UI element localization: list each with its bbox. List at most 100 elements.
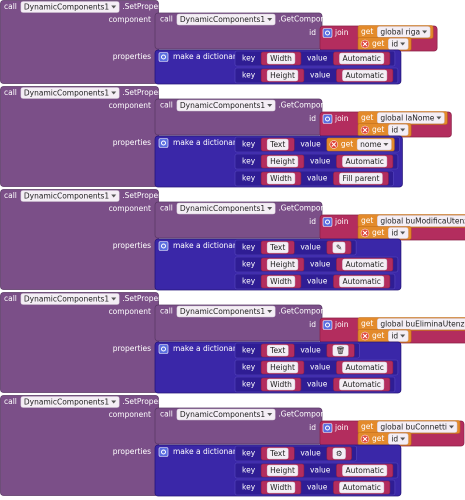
variable-name-box[interactable] — [388, 330, 409, 342]
dropdown-arrow[interactable] — [267, 413, 273, 416]
component-name-box[interactable] — [20, 190, 120, 202]
dropdown-arrow[interactable] — [111, 400, 117, 404]
variable-name-box[interactable] — [377, 318, 465, 330]
key-label: key — [242, 260, 256, 269]
mutator-icon[interactable] — [322, 320, 333, 330]
mutator-gear[interactable] — [325, 30, 330, 36]
value-text-box — [339, 52, 385, 65]
value-label: value — [307, 380, 328, 389]
mutator-icon[interactable] — [158, 138, 169, 148]
component-name: DynamicComponents1 — [180, 307, 266, 316]
variable-name-box[interactable] — [388, 124, 409, 136]
dropdown-arrow[interactable] — [111, 91, 117, 95]
dropdown-arrow[interactable] — [111, 194, 117, 198]
join-label: join — [334, 28, 349, 37]
mutator-icon[interactable] — [322, 423, 333, 433]
dropdown-arrow[interactable] — [267, 207, 273, 210]
variable-name-box[interactable] — [377, 112, 445, 124]
value-label: value — [307, 174, 328, 183]
join-label: join — [334, 114, 349, 123]
component-name-box[interactable] — [176, 99, 276, 112]
variable-name-box[interactable] — [388, 433, 409, 445]
value-text: Automatic — [345, 71, 383, 80]
value-label: value — [310, 71, 331, 80]
variable-name-box[interactable] — [356, 138, 392, 151]
mutator-gear[interactable] — [161, 346, 166, 352]
dropdown-arrow[interactable] — [267, 18, 273, 21]
dropdown-arrow[interactable] — [267, 104, 273, 107]
component-name-box[interactable] — [176, 408, 276, 421]
mutator-gear[interactable] — [325, 116, 330, 122]
component-name-box[interactable] — [176, 305, 276, 318]
error-cross — [331, 142, 337, 147]
variable-name: id — [391, 40, 398, 49]
mutator-gear[interactable] — [325, 425, 330, 431]
mutator-icon[interactable] — [158, 241, 169, 251]
dropdown-arrow[interactable] — [111, 297, 117, 301]
variable-name: global buEliminaUtenza — [380, 320, 465, 329]
key-text-box — [266, 138, 289, 151]
variable-name-box[interactable] — [388, 38, 409, 50]
socket-label: id — [309, 114, 316, 123]
socket-label: component — [109, 204, 151, 213]
call-label: call — [4, 191, 17, 200]
get-label: get — [361, 422, 373, 431]
value-text-box — [339, 378, 385, 391]
component-name-box[interactable] — [20, 1, 120, 13]
mutator-gear[interactable] — [161, 449, 166, 455]
component-name-box[interactable] — [20, 396, 120, 408]
key-text-box — [266, 172, 296, 185]
variable-name-box[interactable] — [388, 227, 409, 239]
dropdown-arrow[interactable] — [422, 30, 428, 34]
mutator-gear[interactable] — [161, 54, 166, 60]
dropdown-arrow[interactable] — [383, 143, 389, 146]
method-label: .SetProperties — [122, 397, 175, 406]
variable-name-box[interactable] — [377, 215, 465, 227]
key-text: Text — [269, 140, 285, 149]
dropdown-arrow[interactable] — [400, 437, 406, 441]
component-name-box[interactable] — [20, 293, 120, 305]
value-text: Automatic — [342, 483, 380, 492]
mutator-gear[interactable] — [325, 322, 330, 328]
dropdown-arrow[interactable] — [400, 334, 406, 338]
component-name-box[interactable] — [20, 87, 120, 99]
dropdown-arrow[interactable] — [267, 310, 273, 313]
dropdown-arrow[interactable] — [111, 5, 117, 9]
key-label: key — [242, 243, 256, 252]
key-label: key — [242, 157, 256, 166]
call-label: call — [4, 2, 17, 11]
call-label: call — [160, 15, 173, 24]
value-text-box — [332, 344, 349, 357]
mutator-icon[interactable] — [322, 28, 333, 38]
component-name-box[interactable] — [176, 202, 276, 215]
mutator-icon[interactable] — [158, 52, 169, 62]
dropdown-arrow[interactable] — [400, 231, 406, 235]
value-text-box — [342, 69, 388, 82]
dropdown-arrow[interactable] — [436, 116, 442, 120]
get-label: get — [372, 125, 384, 134]
mutator-icon[interactable] — [322, 217, 333, 227]
variable-name-box[interactable] — [377, 421, 458, 433]
mutator-icon[interactable] — [158, 447, 169, 457]
dropdown-arrow[interactable] — [400, 128, 406, 132]
error-cross — [362, 436, 368, 442]
mutator-gear[interactable] — [325, 219, 330, 225]
variable-name: global buConnetti — [380, 423, 447, 432]
mutator-icon[interactable] — [158, 344, 169, 354]
key-text: Height — [270, 157, 295, 166]
dropdown-arrow[interactable] — [400, 42, 406, 46]
mutator-gear[interactable] — [161, 243, 166, 249]
mutator-icon[interactable] — [322, 114, 333, 124]
dropdown-arrow[interactable] — [449, 425, 455, 429]
mutator-gear[interactable] — [161, 140, 166, 146]
get-label: get — [361, 113, 373, 122]
value-text-box — [339, 481, 385, 494]
get-label: get — [372, 39, 384, 48]
variable-name: global buModificaUtenza — [380, 217, 465, 226]
component-name: DynamicComponents1 — [24, 192, 110, 201]
method-label: .SetProperties — [122, 88, 175, 97]
value-text: ⚙ — [336, 449, 343, 458]
component-name-box[interactable] — [176, 13, 276, 26]
dictionary-label: make a dictionary — [173, 241, 241, 250]
